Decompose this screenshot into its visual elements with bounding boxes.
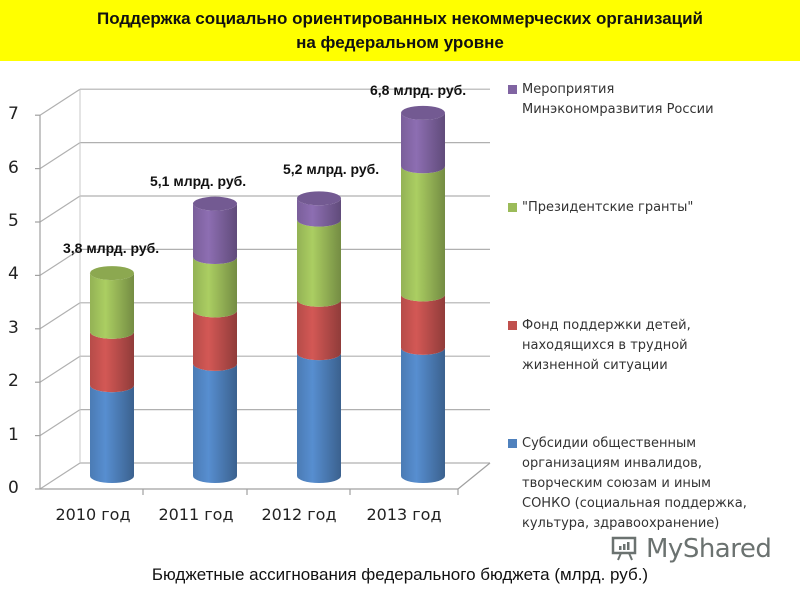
chart-caption: Бюджетные ассигнования федерального бюдж… — [151, 565, 649, 584]
bar-segment — [90, 273, 134, 339]
bar-segment — [193, 203, 238, 265]
y-tick-label: 2 — [8, 371, 19, 392]
y-tick-label: 4 — [8, 264, 19, 285]
bar-segment — [297, 198, 341, 227]
legend-label: Мероприятия Минэкономразвития России — [522, 82, 714, 117]
bar-top-cap — [297, 191, 341, 206]
presentation-board-icon — [611, 536, 637, 561]
bar-2010-год — [90, 266, 134, 483]
bar-total-label: 6,8 млрд. руб. — [370, 82, 467, 98]
bar-segment — [297, 353, 341, 483]
y-tick-label: 0 — [8, 478, 19, 498]
bar-total-label: 3,8 млрд. руб. — [63, 240, 160, 256]
x-tick-label: 2013 год — [366, 505, 442, 524]
bar-top-cap — [193, 196, 237, 211]
bar-2011-год — [193, 196, 238, 483]
legend-label: Фонд поддержки детей, находящихся в труд… — [522, 318, 691, 373]
y-tick-label: 7 — [8, 104, 19, 125]
watermark-text: MyShared — [646, 534, 772, 564]
legend-swatch-purple — [508, 85, 517, 94]
bar-segment — [193, 363, 238, 483]
legend-item-presidential-grants: "Президентские гранты" — [508, 198, 798, 218]
legend-swatch-green — [508, 203, 517, 212]
bar-total-label: 5,1 млрд. руб. — [150, 173, 247, 189]
legend-label: "Президентские гранты" — [522, 200, 694, 215]
bar-segment — [193, 257, 238, 318]
y-tick-label: 3 — [8, 317, 19, 338]
y-tick-label: 6 — [8, 157, 19, 178]
bar-segment — [401, 166, 446, 302]
bar-segment — [193, 310, 238, 371]
bar-segment — [297, 299, 341, 361]
legend-label: Субсидии общественным организациям инвал… — [522, 436, 747, 531]
watermark: MyShared — [610, 534, 772, 564]
title-banner: Поддержка социально ориентированных неко… — [0, 0, 800, 61]
bar-segment — [90, 385, 134, 483]
y-tick-label: 5 — [8, 211, 19, 231]
legend-item-subsidies: Субсидии общественным организациям инвал… — [508, 434, 798, 534]
bar-segment — [401, 294, 446, 355]
x-tick-label: 2012 год — [261, 505, 337, 524]
legend-swatch-red — [508, 321, 517, 330]
bar-segment — [297, 219, 341, 307]
page-title-line-2: на федеральном уровне — [296, 33, 504, 52]
x-tick-label: 2010 год — [55, 505, 131, 524]
bar-segment — [401, 112, 446, 174]
y-tick-label: 1 — [8, 424, 19, 445]
legend-item-minecon: Мероприятия Минэкономразвития России — [508, 80, 798, 120]
bar-segment — [90, 331, 134, 393]
bar-total-label: 5,2 млрд. руб. — [283, 161, 380, 177]
x-tick-label: 2011 год — [158, 505, 234, 524]
bar-top-cap — [401, 105, 445, 120]
legend-item-children-fund: Фонд поддержки детей, находящихся в труд… — [508, 316, 798, 376]
bar-2012-год — [297, 191, 341, 483]
legend-swatch-blue — [508, 439, 517, 448]
bar-segment — [401, 347, 446, 483]
bar-2013-год — [401, 105, 446, 483]
bar-top-cap — [90, 266, 134, 281]
page-title-line-1: Поддержка социально ориентированных неко… — [96, 9, 703, 28]
